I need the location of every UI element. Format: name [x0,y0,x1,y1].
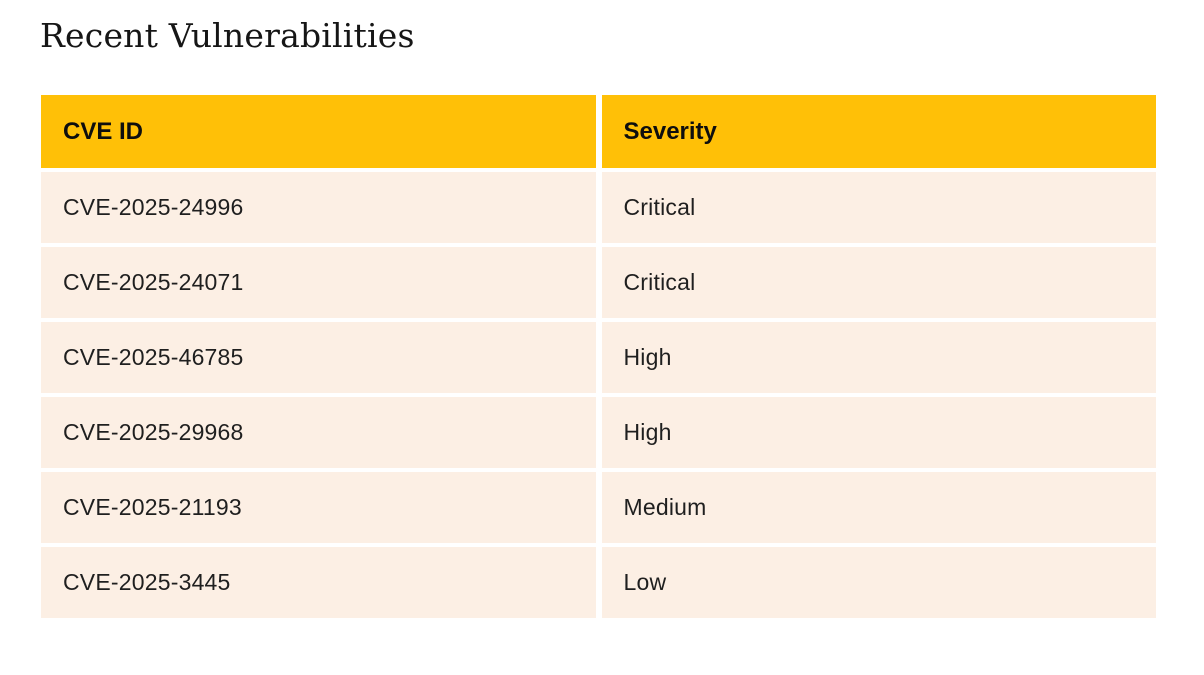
page-title: Recent Vulnerabilities [40,16,415,55]
cve-id-cell: CVE-2025-21193 [41,472,596,543]
column-header-severity: Severity [601,95,1156,168]
column-header-cve-id: CVE ID [41,95,596,168]
vulnerabilities-table: CVE ID Severity CVE-2025-24996 Critical … [41,95,1156,618]
severity-cell: Medium [601,472,1156,543]
cve-id-cell: CVE-2025-24071 [41,247,596,318]
severity-cell: Critical [601,247,1156,318]
severity-cell: Critical [601,172,1156,243]
cve-id-cell: CVE-2025-46785 [41,322,596,393]
cve-id-cell: CVE-2025-3445 [41,547,596,618]
severity-cell: High [601,322,1156,393]
cve-id-cell: CVE-2025-24996 [41,172,596,243]
severity-cell: Low [601,547,1156,618]
severity-cell: High [601,397,1156,468]
cve-id-cell: CVE-2025-29968 [41,397,596,468]
